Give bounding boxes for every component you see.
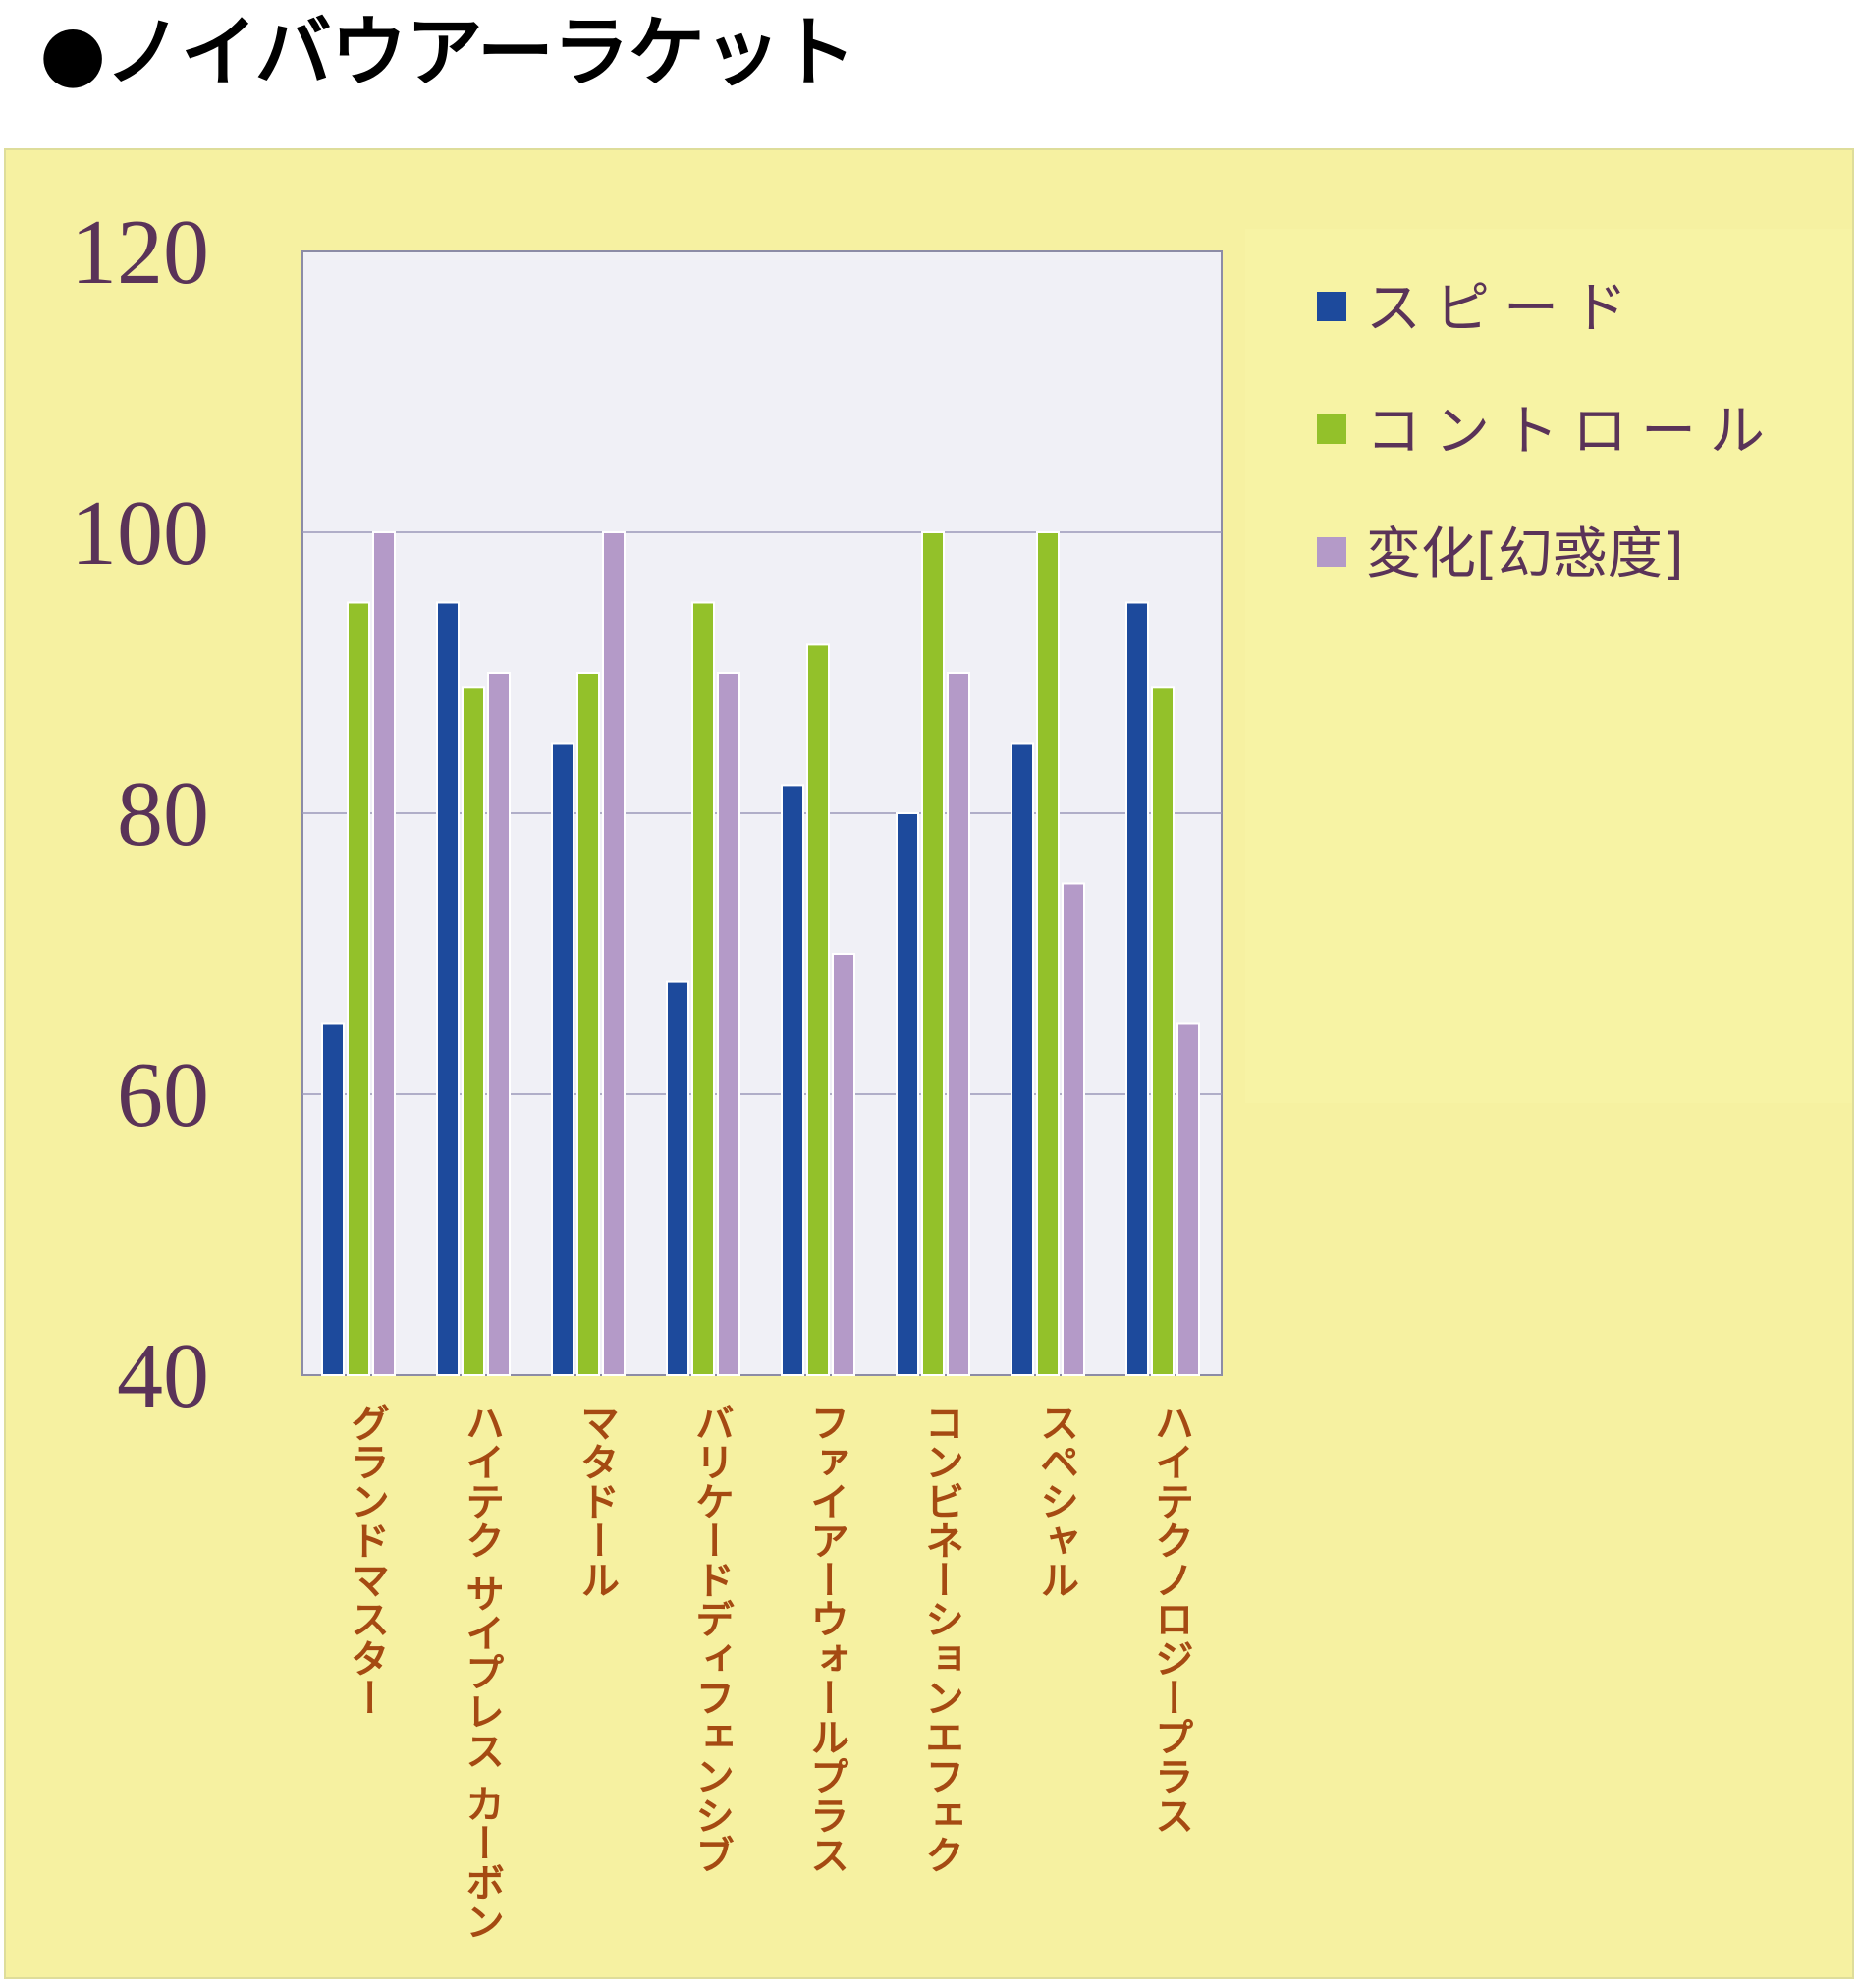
legend-swatch <box>1317 414 1346 444</box>
category-label: ハイテク サイプレス カーボン <box>459 1403 504 1941</box>
bar <box>921 531 945 1376</box>
legend-swatch <box>1317 537 1346 567</box>
bar <box>551 742 574 1376</box>
category-label: マタドール <box>574 1403 619 1599</box>
bar <box>487 672 511 1376</box>
y-tick-label: 40 <box>117 1325 209 1427</box>
y-tick-label: 60 <box>117 1044 209 1146</box>
bar <box>1011 742 1034 1376</box>
bar <box>691 601 715 1376</box>
category-label: グランドマスター <box>344 1403 389 1717</box>
page-title: ●ノイバウアーラケット <box>39 9 856 97</box>
x-axis-labels: グランドマスター ハイテク サイプレス カーボン マタドール バリケードディフェンシブ… <box>344 1403 1193 1941</box>
bar <box>666 980 689 1376</box>
legend-label: 変化[幻惑度] <box>1366 523 1684 586</box>
bar <box>806 643 830 1376</box>
bar <box>372 531 396 1376</box>
legend-box <box>1245 229 1852 1103</box>
bar <box>436 601 460 1376</box>
legend-label: スピード <box>1366 277 1641 341</box>
bar-chart: 120 100 80 60 40 グランドマスター ハイテク サイプレス カーボン マタドー… <box>71 201 1852 1941</box>
bar <box>1036 531 1060 1376</box>
bar <box>576 672 600 1376</box>
category-label: ハイテクノロジープラス <box>1148 1403 1193 1835</box>
bar <box>1151 686 1175 1376</box>
y-tick-label: 100 <box>71 482 209 584</box>
bar <box>781 784 804 1376</box>
bar <box>321 1022 345 1376</box>
category-label: コンビネーションエフェク <box>918 1403 963 1874</box>
y-tick-label: 120 <box>71 201 209 304</box>
chart-panel: 120 100 80 60 40 グランドマスター ハイテク サイプレス カーボン マタドー… <box>4 148 1854 1979</box>
y-tick-label: 80 <box>117 763 209 865</box>
bar <box>1125 601 1149 1376</box>
bar <box>1176 1022 1200 1376</box>
bars <box>321 531 1200 1376</box>
category-label: スペシャル <box>1033 1403 1078 1599</box>
category-label: ファイアーウォールプラス <box>803 1403 848 1874</box>
y-axis-ticks: 120 100 80 60 40 <box>71 201 209 1427</box>
bar <box>896 812 919 1376</box>
bar <box>947 672 970 1376</box>
category-label: バリケードディフェンシブ <box>688 1403 734 1874</box>
bar <box>717 672 740 1376</box>
legend-swatch <box>1317 292 1346 321</box>
bar <box>347 601 370 1376</box>
bar <box>462 686 485 1376</box>
bar <box>602 531 626 1376</box>
bar <box>832 953 855 1376</box>
legend-label: コントロール <box>1366 400 1778 464</box>
bar <box>1062 882 1085 1376</box>
